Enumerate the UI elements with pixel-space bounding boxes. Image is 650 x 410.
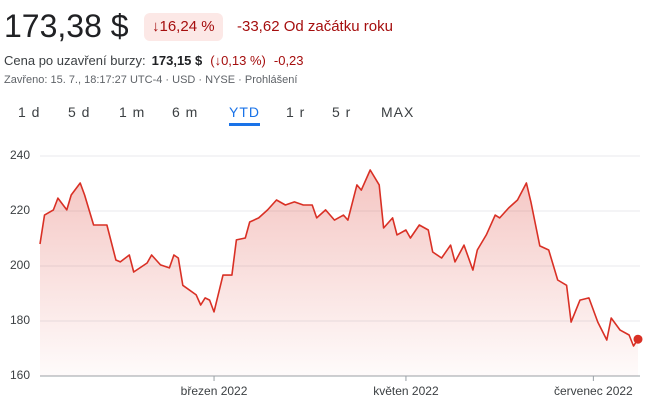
range-tab[interactable]: 1 m [119,104,146,120]
range-tab[interactable]: 6 m [172,104,199,120]
price: 173,38 $ [4,8,129,44]
range-tab[interactable]: 1 d [18,104,41,120]
last-point [633,334,643,344]
x-tick-label: červenec 2022 [554,384,633,398]
x-tick-label: květen 2022 [373,384,439,398]
range-tabs: 1 d 5 d 1 m 6 m YTD 1 r 5 r MAX [0,104,650,130]
ytd-change: -33,62 Od začátku roku [237,18,393,35]
y-tick-label: 160 [10,368,30,382]
after-hours: Cena po uzavření burzy: 173,15 $ (↓0,13 %)… [4,53,304,68]
range-tab[interactable]: 5 d [68,104,91,120]
area [40,170,638,376]
after-price: 173,15 $ [151,53,203,68]
change-badge: ↓16,24 % [144,13,223,41]
range-tab[interactable]: MAX [381,104,415,120]
closed-info: Zavřeno: 15. 7., 18:17:27 UTC-4 · USD · … [4,74,298,86]
y-tick-label: 180 [10,313,30,327]
price-line [39,169,639,347]
after-label: Cena po uzavření burzy: [4,53,146,68]
range-tab[interactable]: YTD [229,104,260,126]
y-tick-label: 200 [10,258,30,272]
y-tick-label: 240 [10,148,30,162]
x-tick-label: březen 2022 [181,384,248,398]
range-tab[interactable]: 1 r [286,104,306,120]
y-tick-label: 220 [10,203,30,217]
after-change: -0,23 [273,53,304,68]
range-tab[interactable]: 5 r [332,104,352,120]
after-pct: (↓0,13 %) [210,53,266,68]
